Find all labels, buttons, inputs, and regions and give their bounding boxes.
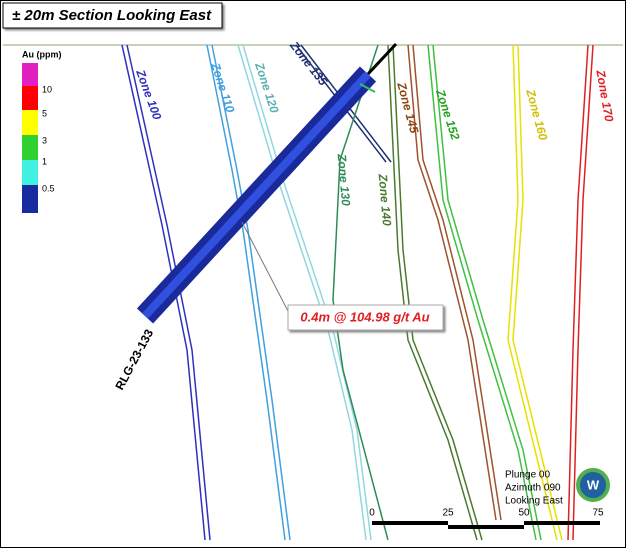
legend-title: Au (ppm) — [22, 49, 62, 59]
zone-label: Zone 140 — [375, 172, 394, 226]
assay-mark — [359, 83, 376, 93]
legend-label: 1 — [42, 156, 47, 166]
view-text: Azimuth 090 — [505, 483, 561, 494]
legend-label: 10 — [42, 84, 52, 94]
view-text: Looking East — [505, 496, 563, 507]
leader-line — [241, 221, 291, 316]
drillhole-trace — [366, 42, 398, 76]
drillhole-highlight — [142, 71, 371, 319]
view-text: Plunge 00 — [505, 470, 550, 481]
annotation: 0.4m @ 104.98 g/t Au — [300, 309, 429, 324]
scale-label: 50 — [518, 508, 530, 519]
title: ± 20m Section Looking East — [12, 7, 212, 24]
title-box — [2, 2, 223, 29]
scale-bar — [372, 521, 600, 529]
logo-text: W — [587, 477, 600, 492]
logo — [576, 468, 610, 502]
scale-label: 25 — [442, 508, 454, 519]
legend-label: 0.5 — [42, 183, 55, 193]
scale-label: 75 — [592, 508, 604, 519]
legend-label: 3 — [42, 135, 47, 145]
zone-label: Zone 130 — [334, 152, 353, 206]
scale-label: 0 — [369, 508, 375, 519]
annotation-box — [287, 304, 444, 331]
legend-label: 5 — [42, 108, 47, 118]
legend-swatches — [22, 63, 38, 213]
